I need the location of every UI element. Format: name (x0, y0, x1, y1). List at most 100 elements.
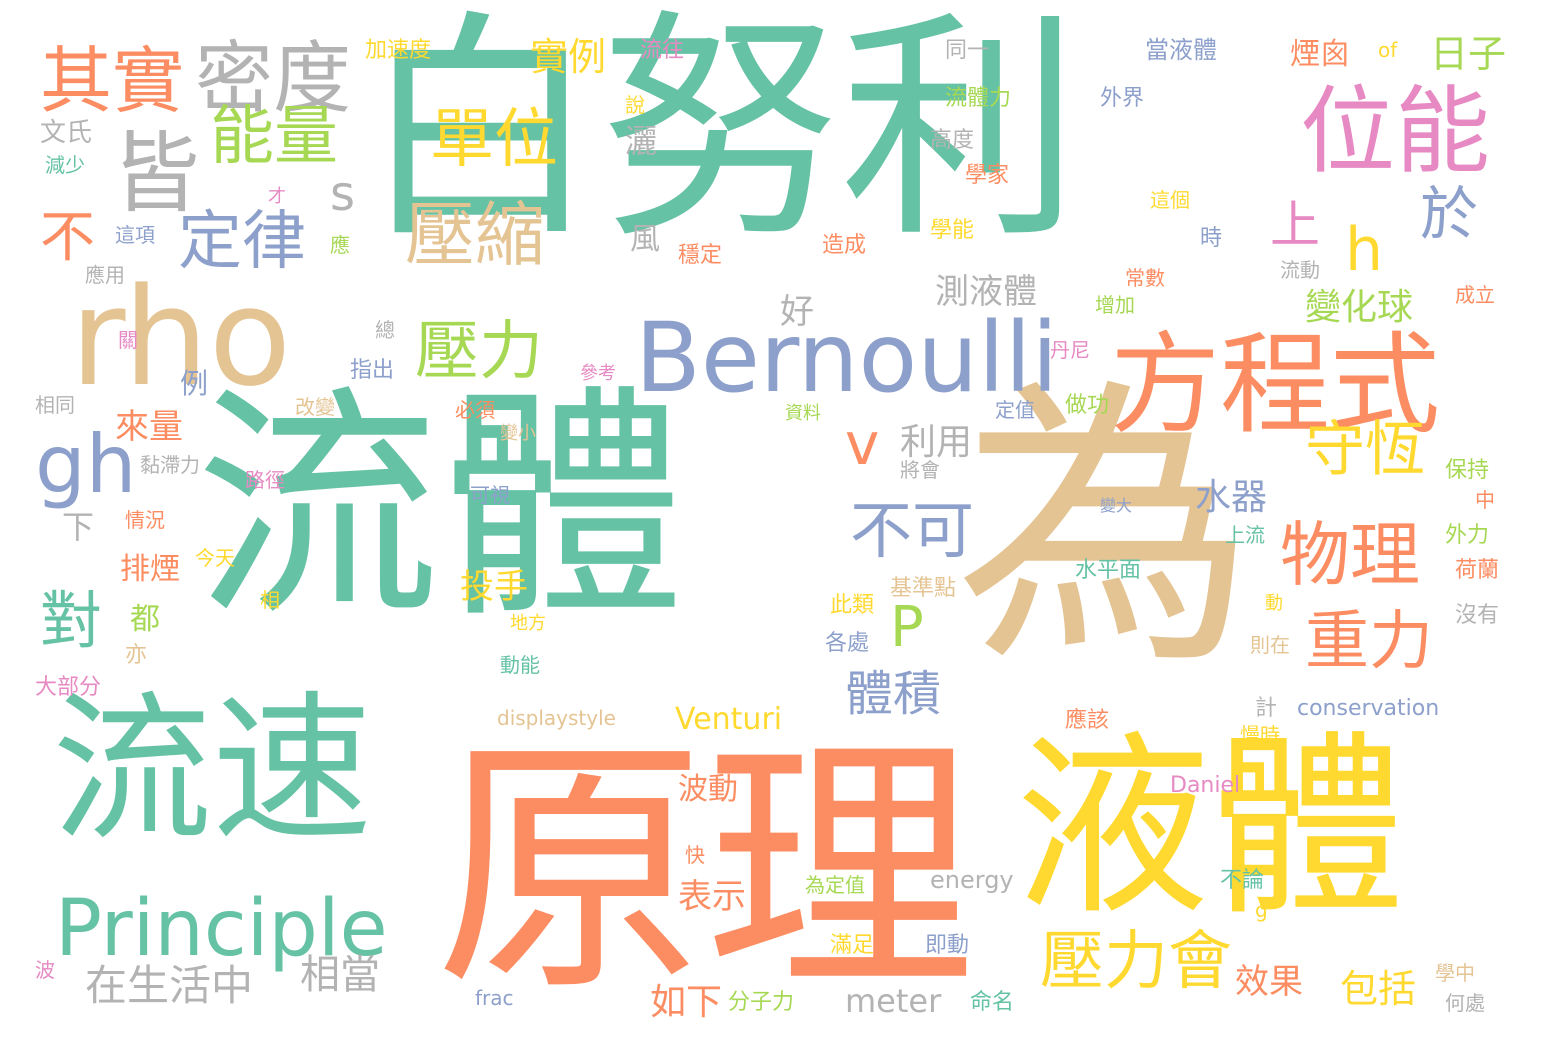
word-107: 外力 (1445, 523, 1490, 548)
word-57: 灑 (625, 122, 658, 160)
word-120: 動能 (500, 653, 540, 677)
word-54: 文氏 (40, 118, 93, 148)
word-37: 變化球 (1305, 287, 1414, 328)
word-40: 體積 (845, 666, 942, 722)
word-63: 說 (625, 93, 645, 117)
word-80: 時 (1200, 226, 1223, 251)
word-41: 水器 (1195, 477, 1268, 518)
word-67: 流體力 (945, 86, 1012, 111)
word-62: 流往 (640, 38, 685, 63)
word-28: h (1345, 215, 1384, 285)
word-46: 包括 (1340, 967, 1417, 1011)
word-16: 單位 (430, 103, 558, 177)
word-100: 中 (1475, 488, 1495, 512)
word-18: 壓力 (415, 315, 543, 389)
word-60: 例 (180, 367, 209, 400)
word-26: 於 (1420, 180, 1479, 248)
word-117: 亦 (125, 643, 148, 668)
word-128: 為定值 (805, 873, 865, 897)
word-134: 波 (35, 958, 55, 982)
word-25: 壓力會 (1040, 925, 1232, 999)
word-73: 這項 (115, 223, 155, 247)
word-83: 流動 (1280, 258, 1320, 282)
word-78: 學能 (930, 218, 975, 243)
word-93: 定值 (995, 398, 1035, 422)
word-84: 成立 (1455, 283, 1495, 307)
word-72: 才 (268, 186, 286, 207)
word-126: Daniel (1170, 773, 1241, 798)
word-21: 物理 (1280, 514, 1420, 596)
word-131: g (1255, 898, 1268, 922)
word-15: 定律 (178, 205, 306, 279)
word-125: 慢時 (1240, 723, 1280, 747)
word-71: 減少 (45, 153, 85, 177)
word-123: 應該 (1065, 708, 1110, 733)
word-137: 分子力 (728, 990, 795, 1015)
word-88: 指出 (350, 358, 395, 383)
word-76: 穩定 (678, 243, 723, 268)
word-56: 都 (130, 602, 160, 637)
word-87: 丹尼 (1050, 338, 1090, 362)
word-11: 其實 (40, 39, 185, 123)
word-103: 變大 (1100, 496, 1133, 515)
word-115: 沒有 (1455, 603, 1500, 628)
word-7: Bernoulli (635, 302, 1059, 414)
word-59: 好 (780, 292, 814, 332)
word-68: 外界 (1100, 86, 1145, 111)
word-109: 荷蘭 (1455, 558, 1500, 583)
word-92: 必須 (455, 398, 495, 422)
word-42: 投手 (460, 567, 528, 607)
word-102: 可視 (470, 483, 510, 507)
word-43: 在生活中 (85, 961, 254, 1010)
word-23: 重力 (1305, 605, 1433, 679)
word-55: 下 (57, 510, 95, 542)
word-30: v (845, 410, 880, 478)
word-51: meter (845, 982, 942, 1020)
word-49: 波動 (678, 772, 738, 807)
word-29: s (330, 166, 356, 222)
word-136: frac (475, 986, 514, 1010)
word-116: 各處 (825, 631, 870, 656)
word-64: 同一 (945, 38, 990, 63)
word-1: 白努利 (360, 0, 1081, 270)
word-121: displaystyle (497, 706, 616, 730)
word-97: 黏滯力 (140, 453, 200, 477)
word-12: 密度 (195, 34, 352, 124)
word-127: 快 (685, 843, 705, 867)
word-119: 大部分 (35, 675, 102, 700)
word-27: 上 (1270, 196, 1320, 254)
word-35: 日子 (1430, 32, 1507, 76)
word-96: 變小 (500, 423, 536, 444)
word-66: of (1378, 38, 1398, 62)
word-33: 不 (40, 205, 96, 269)
word-44: 相當 (300, 952, 380, 998)
word-13: 皆 (112, 122, 201, 225)
word-94: 做功 (1065, 393, 1110, 418)
word-58: 風 (630, 222, 660, 257)
word-53: 排煙 (120, 552, 180, 587)
word-48: 表示 (678, 877, 746, 917)
word-2: 流體 (195, 365, 685, 650)
word-39: 利用 (900, 422, 973, 463)
word-90: 相同 (35, 393, 75, 417)
word-65: 當液體 (1145, 36, 1217, 64)
word-85: 關 (118, 328, 138, 352)
word-82: 增加 (1095, 293, 1135, 317)
word-101: 路徑 (245, 468, 285, 492)
word-124: conservation (1297, 696, 1440, 721)
word-6: 流速 (52, 676, 373, 863)
word-70: 學家 (965, 163, 1010, 188)
word-9: 方程式 (1110, 321, 1440, 449)
word-14: 能量 (210, 100, 338, 174)
word-79: 這個 (1150, 188, 1190, 212)
word-86: 總 (375, 318, 395, 342)
word-111: 基準點 (890, 576, 957, 601)
word-105: 今天 (195, 546, 235, 570)
word-52: 來量 (115, 407, 183, 447)
word-113: 動 (1265, 593, 1283, 614)
word-31: P (890, 595, 924, 660)
word-69: 高度 (930, 128, 975, 153)
word-20: gh (35, 418, 137, 511)
word-22: 守恆 (1305, 415, 1425, 485)
word-19: Principle (55, 884, 388, 974)
